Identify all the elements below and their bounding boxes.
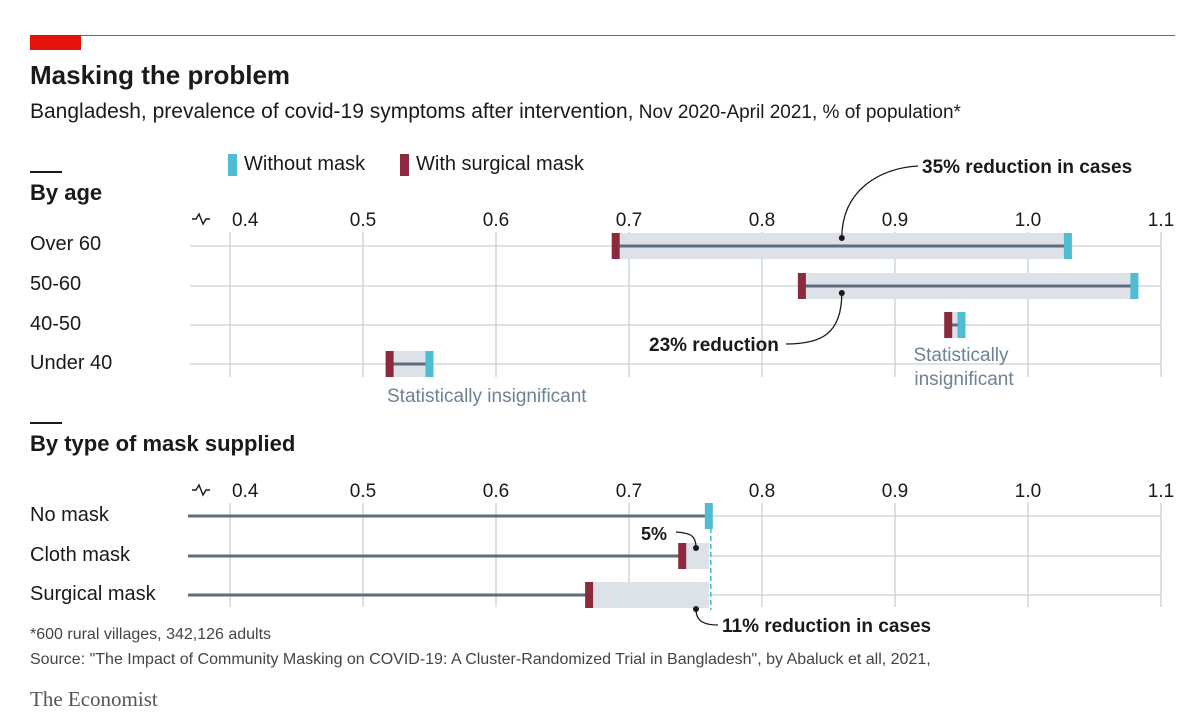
callout-line-0	[841, 165, 919, 239]
tick-label-1-7: 1.1	[1148, 481, 1174, 502]
tick-label-0-6: 1.0	[1015, 210, 1041, 231]
legend-swatch-with	[400, 153, 409, 176]
section-dash-mask	[30, 422, 62, 424]
section-title-mask: By type of mask supplied	[30, 431, 296, 456]
bar-end-marker-2	[585, 582, 594, 608]
tick-label-1-5: 0.9	[882, 481, 908, 502]
callout-line-1	[785, 292, 843, 345]
row-label-age-1: 50-60	[30, 273, 82, 295]
source-note: Source: "The Impact of Community Masking…	[30, 651, 931, 668]
legend-label-without: Without mask	[244, 153, 366, 175]
tick-label-1-1: 0.5	[350, 481, 376, 502]
tick-label-0-7: 1.1	[1148, 210, 1174, 231]
tick-label-1-6: 1.0	[1015, 481, 1041, 502]
callout-line-5	[675, 531, 697, 549]
axis-break-icon-0	[192, 212, 210, 226]
section-dash-age	[30, 171, 62, 173]
marker-with-mask-3	[385, 351, 394, 377]
legend-label-with: With surgical mask	[416, 153, 584, 175]
marker-without-mask-0	[1063, 233, 1072, 259]
top-rule	[30, 35, 1175, 36]
legend-with-mask: With surgical mask	[400, 153, 584, 176]
subtitle-main: Bangladesh, prevalence of covid-19 sympt…	[30, 100, 634, 123]
marker-with-mask-2	[944, 312, 953, 338]
chart-title: Masking the problem	[30, 60, 291, 90]
subtitle-detail: Nov 2020-April 2021, % of population*	[633, 102, 961, 123]
chart-subtitle: Bangladesh, prevalence of covid-19 sympt…	[30, 100, 961, 124]
marker-without-mask-3	[425, 351, 434, 377]
annotation-35-reduction: 35% reduction in cases	[922, 157, 1132, 178]
annotation-insignificant-40-50: Statistically insignificant	[913, 345, 1014, 390]
tick-label-0-0: 0.4	[232, 210, 259, 231]
tick-label-1-2: 0.6	[483, 481, 509, 502]
brand-red-tab	[30, 35, 81, 50]
footnote: *600 rural villages, 342,126 adults	[30, 626, 272, 643]
tick-label-0-3: 0.7	[616, 210, 642, 231]
reduction-band-2	[589, 582, 709, 608]
row-label-age-0: Over 60	[30, 233, 102, 255]
axis-break-icon-1	[192, 483, 210, 497]
annotation-23-reduction: 23% reduction	[649, 335, 779, 356]
annotation-5-percent: 5%	[641, 524, 667, 544]
tick-label-1-0: 0.4	[232, 481, 259, 502]
row-label-age-3: Under 40	[30, 352, 113, 374]
bar-end-marker-0	[704, 503, 713, 529]
tick-label-1-3: 0.7	[616, 481, 642, 502]
legend-without-mask: Without mask	[228, 153, 365, 176]
bar-end-marker-1	[678, 543, 687, 569]
tick-label-0-5: 0.9	[882, 210, 908, 231]
tick-label-0-4: 0.8	[749, 210, 775, 231]
callout-line-11	[695, 608, 719, 626]
marker-with-mask-0	[611, 233, 620, 259]
annotation-11-reduction: 11% reduction in cases	[722, 616, 931, 637]
tick-label-0-2: 0.6	[483, 210, 509, 231]
annotation-insignificant-under-40: Statistically insignificant	[387, 386, 587, 407]
row-label-mask-0: No mask	[30, 504, 109, 526]
brand-logo: The Economist	[30, 687, 158, 711]
section-title-age: By age	[30, 180, 103, 205]
tick-label-1-4: 0.8	[749, 481, 775, 502]
tick-label-0-1: 0.5	[350, 210, 376, 231]
marker-without-mask-2	[957, 312, 966, 338]
row-label-mask-1: Cloth mask	[30, 544, 131, 566]
marker-with-mask-1	[797, 273, 806, 299]
legend-swatch-without	[228, 153, 237, 176]
marker-without-mask-1	[1130, 273, 1139, 299]
row-label-age-2: 40-50	[30, 313, 82, 335]
row-label-mask-2: Surgical mask	[30, 583, 156, 605]
